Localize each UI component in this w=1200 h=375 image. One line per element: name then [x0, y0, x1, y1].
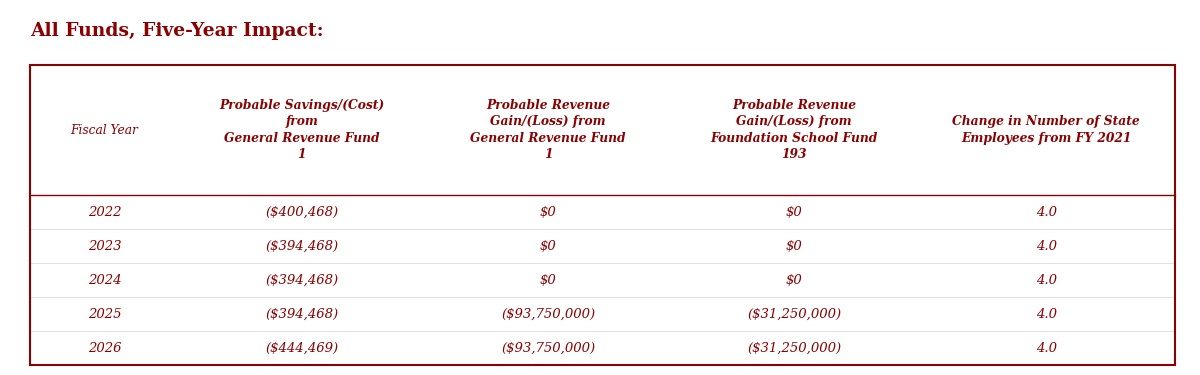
- Text: Probable Savings/(Cost)
from
General Revenue Fund
1: Probable Savings/(Cost) from General Rev…: [220, 99, 384, 161]
- Text: ($31,250,000): ($31,250,000): [748, 342, 841, 354]
- Text: ($394,468): ($394,468): [265, 308, 338, 321]
- Text: Probable Revenue
Gain/(Loss) from
General Revenue Fund
1: Probable Revenue Gain/(Loss) from Genera…: [470, 99, 626, 161]
- Text: ($93,750,000): ($93,750,000): [502, 308, 595, 321]
- Text: ($444,469): ($444,469): [265, 342, 338, 354]
- Text: $0: $0: [786, 240, 803, 252]
- Text: $0: $0: [786, 206, 803, 219]
- Text: ($394,468): ($394,468): [265, 273, 338, 286]
- Text: 2022: 2022: [88, 206, 121, 219]
- Text: $0: $0: [540, 240, 557, 252]
- Text: Probable Revenue
Gain/(Loss) from
Foundation School Fund
193: Probable Revenue Gain/(Loss) from Founda…: [710, 99, 878, 161]
- Text: Change in Number of State
Employees from FY 2021: Change in Number of State Employees from…: [953, 115, 1140, 145]
- Text: 2024: 2024: [88, 273, 121, 286]
- Text: ($394,468): ($394,468): [265, 240, 338, 252]
- Text: 2026: 2026: [88, 342, 121, 354]
- Text: 4.0: 4.0: [1036, 273, 1057, 286]
- Text: All Funds, Five-Year Impact:: All Funds, Five-Year Impact:: [30, 22, 324, 40]
- Text: 4.0: 4.0: [1036, 342, 1057, 354]
- Text: 2025: 2025: [88, 308, 121, 321]
- Text: ($400,468): ($400,468): [265, 206, 338, 219]
- Text: 4.0: 4.0: [1036, 206, 1057, 219]
- Text: $0: $0: [786, 273, 803, 286]
- Text: $0: $0: [540, 206, 557, 219]
- Text: 4.0: 4.0: [1036, 308, 1057, 321]
- Text: $0: $0: [540, 273, 557, 286]
- Text: ($93,750,000): ($93,750,000): [502, 342, 595, 354]
- Bar: [30, 65, 1175, 365]
- Text: Fiscal Year: Fiscal Year: [71, 123, 138, 136]
- Text: ($31,250,000): ($31,250,000): [748, 308, 841, 321]
- Text: 4.0: 4.0: [1036, 240, 1057, 252]
- Text: 2023: 2023: [88, 240, 121, 252]
